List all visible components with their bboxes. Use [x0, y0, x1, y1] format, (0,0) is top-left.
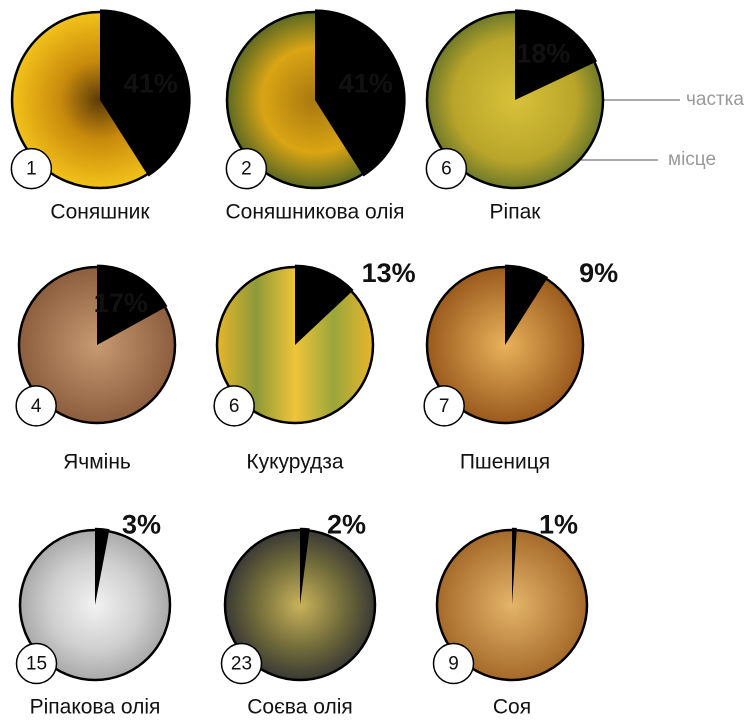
share-label: 41%: [124, 68, 178, 98]
legend-share: частка: [686, 89, 744, 110]
item-name: Кукурудза: [246, 451, 344, 474]
share-label: 9%: [579, 258, 618, 288]
rank-label: 1: [26, 159, 37, 180]
rank-label: 4: [31, 396, 42, 417]
share-label: 18%: [516, 39, 570, 69]
share-label: 13%: [362, 258, 416, 288]
item-name: Ріпакова олія: [30, 696, 161, 719]
rank-label: 23: [231, 654, 252, 675]
legend-rank: місце: [668, 149, 716, 170]
item-name: Соняшникова олія: [225, 201, 404, 224]
share-label: 1%: [539, 509, 578, 539]
rank-label: 6: [229, 396, 240, 417]
share-label: 41%: [339, 68, 393, 98]
rank-label: 15: [26, 654, 47, 675]
rank-label: 6: [441, 159, 452, 180]
item-name: Ячмінь: [63, 451, 131, 474]
rank-label: 2: [241, 159, 252, 180]
item-name: Ріпак: [490, 201, 542, 224]
item-name: Соняшник: [50, 201, 150, 224]
share-label: 2%: [327, 509, 366, 539]
item-name: Соя: [493, 696, 531, 719]
rank-label: 9: [448, 654, 459, 675]
rank-label: 7: [439, 396, 450, 417]
item-name: Соєва олія: [247, 696, 353, 719]
item-name: Пшениця: [460, 451, 550, 474]
share-label: 17%: [94, 288, 148, 318]
infographic: частка місце 41%1Соняшник41%2Соняшникова…: [0, 0, 754, 723]
share-label: 3%: [122, 509, 161, 539]
